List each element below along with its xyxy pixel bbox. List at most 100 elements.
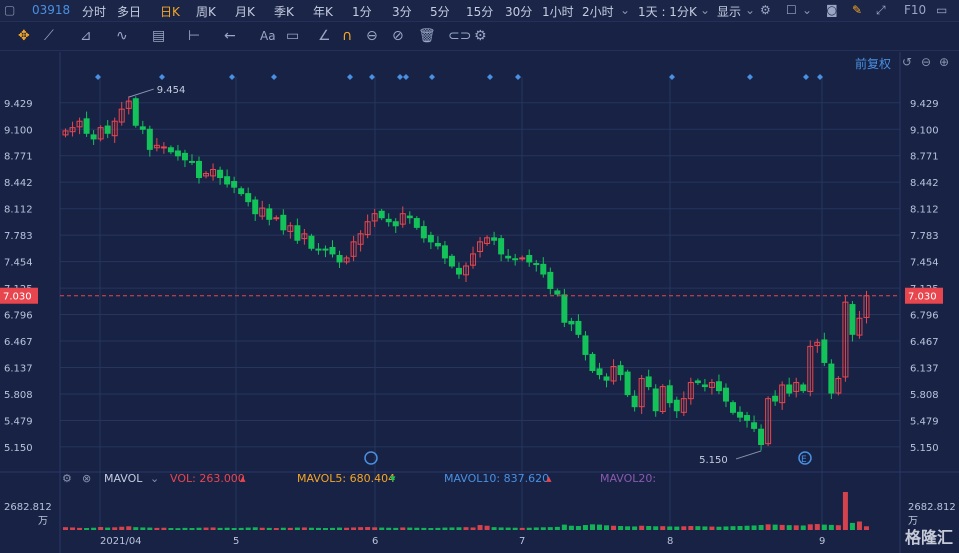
y-tick-right: 5.808 (910, 390, 939, 401)
current-price-right: 7.030 (908, 292, 937, 303)
candle-body (463, 265, 469, 276)
text-tool-icon[interactable]: Aa (260, 29, 276, 43)
undo-icon[interactable]: ↺ (902, 55, 913, 69)
candle-body (62, 130, 69, 136)
volume-bar (280, 527, 286, 530)
tab-yearly-k[interactable]: 年K (313, 5, 333, 19)
event-marker (159, 74, 165, 80)
panel-icon[interactable]: ▭ (936, 3, 948, 17)
tab-30min[interactable]: 30分 (505, 5, 533, 19)
ruler-icon[interactable]: ∠ (318, 28, 331, 44)
tab-quarterly-k[interactable]: 季K (274, 5, 294, 19)
y-tick-left: 6.467 (4, 337, 33, 348)
magnet-icon[interactable]: ∩ (342, 28, 353, 44)
candle-body (701, 384, 708, 388)
candle-body (554, 290, 561, 295)
candle-body (259, 207, 266, 217)
sidebar-toggle-icon[interactable]: ▢ (4, 3, 16, 17)
tab-2hour[interactable]: 2小时 (582, 5, 614, 19)
tab-weekly-k[interactable]: 周K (196, 5, 216, 19)
indicator-selector[interactable]: MAVOL (104, 472, 143, 485)
arrow-tool-icon[interactable]: ← (224, 28, 236, 44)
zoom-in-icon[interactable]: ⊕ (939, 55, 950, 69)
kline-chart[interactable]: 9.429 9.429 9.100 9.100 8.771 8.771 8.442 8.442… (0, 52, 959, 553)
restore-dropdown[interactable]: 前复权 (854, 57, 891, 71)
candle-body (856, 317, 863, 336)
volume-bar (386, 527, 392, 530)
y-tick-left: 5.808 (4, 390, 33, 401)
x-tick-label: 6 (372, 536, 378, 547)
f10-button[interactable]: F10 (904, 3, 927, 17)
chevron-down-icon[interactable]: ⌄ (802, 3, 813, 17)
volume-bar (315, 527, 321, 530)
tab-timeshare[interactable]: 分时 (82, 5, 107, 19)
chevron-down-icon[interactable]: ⌄ (620, 3, 631, 17)
period-dropdown[interactable]: 1天 : 1分K (638, 5, 697, 19)
crosshair-move-icon[interactable]: ✥ (18, 28, 30, 44)
tab-15min[interactable]: 15分 (466, 5, 494, 19)
comment-tool-icon[interactable]: ▭ (286, 28, 300, 44)
event-marker (369, 74, 375, 80)
volume-max-right: 2682.812 (908, 502, 956, 513)
volume-bar (449, 527, 455, 530)
channel-tool-icon[interactable]: ⊿ (80, 28, 92, 44)
y-tick-left: 7.454 (4, 258, 33, 269)
volume-bar (709, 526, 715, 530)
candle-body (533, 263, 540, 266)
camera-icon[interactable]: ◙ (826, 3, 838, 17)
line-tool-icon[interactable]: ⟋ (44, 28, 54, 44)
gear-icon[interactable]: ⚙ (760, 3, 771, 17)
toggle-icon[interactable]: ⊂⊃ (448, 28, 472, 44)
candle-body (420, 226, 427, 239)
tab-1min[interactable]: 1分 (352, 5, 372, 19)
wave-tool-icon[interactable]: ∿ (116, 28, 128, 44)
tab-5min[interactable]: 5分 (430, 5, 450, 19)
tab-multiday[interactable]: 多日 (117, 5, 142, 19)
volume-bar (646, 526, 652, 530)
candle-body (737, 411, 744, 418)
tab-daily-k[interactable]: 日K (160, 5, 180, 19)
candle-body (280, 214, 287, 231)
chevron-down-icon[interactable]: ⌄ (700, 3, 711, 17)
candle-body (519, 257, 526, 260)
gear-icon[interactable]: ⚙ (474, 28, 487, 44)
candle-body (751, 422, 758, 429)
chevron-down-icon[interactable]: ⌄ (150, 472, 160, 485)
candle-body (694, 380, 701, 384)
lock-draw-icon[interactable]: ⊖ (366, 28, 378, 44)
event-marker (817, 74, 823, 80)
tab-3min[interactable]: 3分 (392, 5, 412, 19)
tab-1hour[interactable]: 1小时 (542, 5, 574, 19)
fib-tool-icon[interactable]: ▤ (152, 28, 166, 44)
y-tick-right: 9.429 (910, 99, 939, 110)
candle-body (540, 263, 547, 275)
stock-code[interactable]: 03918 (32, 3, 71, 17)
volume-bar (653, 526, 659, 530)
y-tick-right: 6.137 (910, 364, 939, 375)
tab-monthly-k[interactable]: 月K (235, 5, 255, 19)
close-icon[interactable]: ⊗ (82, 472, 92, 485)
y-tick-right: 8.112 (910, 205, 939, 216)
display-dropdown[interactable]: 显示 (717, 5, 742, 19)
volume-bar (688, 526, 694, 530)
trash-icon[interactable]: 🗑 (418, 28, 436, 44)
candle-body (160, 146, 167, 149)
vol-value: VOL: 263.000 (170, 472, 245, 485)
chevron-down-icon[interactable]: ⌄ (745, 3, 756, 17)
pencil-icon[interactable]: ✎ (852, 3, 863, 17)
volume-bar (273, 528, 279, 530)
zoom-out-icon[interactable]: ⊖ (921, 55, 932, 69)
hide-draw-icon[interactable]: ⊘ (392, 28, 404, 44)
candle-body (652, 388, 659, 412)
candle-body (610, 365, 617, 382)
volume-bar (189, 528, 195, 530)
checkbox-icon[interactable]: ☐ (786, 3, 797, 17)
volume-bar (632, 526, 638, 530)
candle-body (765, 398, 772, 445)
gear-icon[interactable]: ⚙ (62, 472, 72, 485)
volume-bar (779, 524, 785, 530)
measure-tool-icon[interactable]: ⊢ (188, 28, 201, 44)
expand-icon[interactable]: ⤢ (876, 3, 886, 17)
event-marker (487, 74, 493, 80)
volume-bar (421, 527, 427, 530)
